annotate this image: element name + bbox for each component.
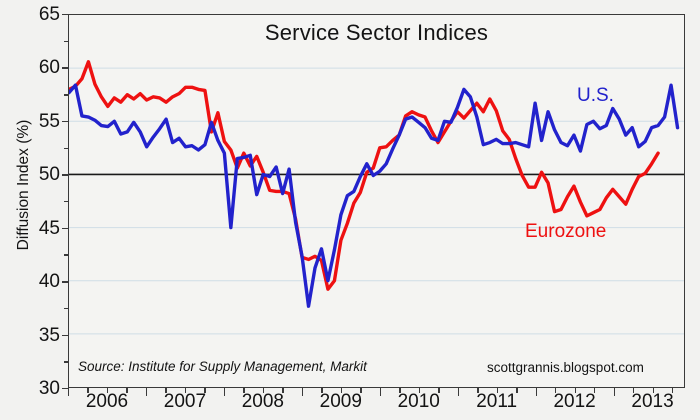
x-tick-mark-major [379,388,382,396]
gridlines [69,67,684,335]
x-tick-label: 2010 [397,391,440,412]
x-tick-mark-minor [477,388,479,393]
x-tick-label: 2007 [163,391,207,412]
x-tick-mark-minor [594,388,596,393]
series-label-us: U.S. [577,85,614,106]
x-tick-mark-major [457,388,460,396]
plot-area [68,14,685,388]
x-tick-mark-major [535,388,537,396]
x-tick-mark-minor [399,388,401,393]
x-tick-mark-minor [438,388,440,393]
y-axis-title: Diffusion Index (%) [15,119,32,251]
x-tick-mark-minor [262,388,265,393]
x-tick-mark-minor [418,388,421,393]
x-tick-mark-minor [87,388,89,393]
x-tick-mark-minor [340,388,343,393]
y-tick-label: 35 [38,324,60,346]
x-tick-mark-minor [106,388,109,393]
x-tick-mark-minor [126,388,128,393]
series-line-us [69,83,680,308]
series-line-eurozone [69,60,660,291]
x-tick-mark-major [301,388,304,396]
x-tick-mark-minor [204,388,206,393]
x-tick-mark-minor [321,388,323,393]
y-tick-label: 30 [38,378,60,399]
x-tick-mark-major [613,388,615,396]
x-tick-mark-minor [282,388,284,393]
x-tick-mark-minor [652,388,654,393]
x-tick-mark-minor [633,388,635,393]
series-label-eurozone: Eurozone [525,221,607,242]
x-tick-mark-minor [496,388,499,393]
x-tick-mark-minor [516,388,518,393]
x-tick-label: 2012 [553,391,596,412]
source-note: Source: Institute for Supply Management,… [78,359,367,374]
x-tick-mark-major [223,388,226,396]
chart-title: Service Sector Indices [264,20,489,45]
x-tick-label: 2008 [241,391,284,412]
credit-note: scottgrannis.blogspot.com [487,360,644,375]
chart-canvas [69,60,684,335]
x-tick-mark-minor [555,388,557,393]
x-tick-label: 2011 [476,391,518,412]
x-tick-label: 2006 [85,391,129,412]
x-tick-mark-minor [672,388,674,393]
x-tick-mark-minor [184,388,187,393]
x-tick-mark-minor [574,388,576,393]
x-tick-mark-minor [243,388,245,393]
x-tick-mark-minor [165,388,167,393]
x-tick-mark-major [68,388,70,396]
y-tick-label: 65 [38,4,60,25]
x-tick-label: 2013 [631,391,674,412]
x-tick-mark-minor [360,388,362,393]
x-tick-label: 2009 [319,391,362,412]
x-tick-mark-major [145,388,148,396]
